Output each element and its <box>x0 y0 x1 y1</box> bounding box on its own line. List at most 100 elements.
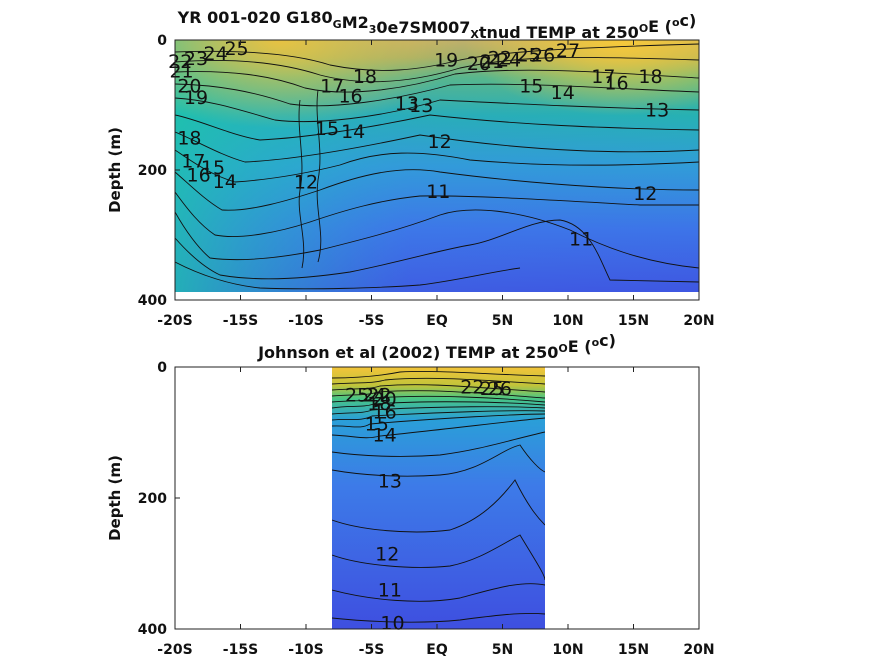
contour-label: 19 <box>184 87 208 109</box>
panel-bottom-title: Johnson et al (2002) TEMP at 250OE (oc) <box>257 331 616 362</box>
contour-label: 19 <box>434 50 458 72</box>
title-part: o <box>592 336 600 349</box>
panel-bottom-y-label: Depth (m) <box>106 455 124 541</box>
title-part: E ( <box>568 337 592 356</box>
contour-label: 13 <box>409 95 433 117</box>
panel-top-title: YR 001-020 G180GM230e7SM007Xtnud TEMP at… <box>177 8 697 42</box>
panel-top-x-ticks: -20S -15S -10S -5S EQ 5N 10N 15N 20N <box>157 40 715 329</box>
contour-label: 17 <box>591 66 615 88</box>
x-tick-label: -20S <box>157 642 192 656</box>
contour-label: 20 <box>373 388 397 410</box>
y-tick-label: 200 <box>138 491 167 507</box>
contour-label: 23 <box>184 48 208 70</box>
panel-bottom-x-ticks: -20S -15S -10S -5S EQ 5N 10N 15N 20N <box>157 367 715 656</box>
x-tick-label: -10S <box>288 642 323 656</box>
title-part: X <box>470 28 479 41</box>
title-part: O <box>639 22 648 35</box>
contour-label: 12 <box>428 131 452 153</box>
contour-label: 14 <box>551 82 575 104</box>
contour-label: 24 <box>497 50 521 72</box>
contour-label: 27 <box>556 40 580 62</box>
contour-label: 18 <box>367 393 391 415</box>
contour-label: 16 <box>338 85 362 107</box>
x-tick-label: -5S <box>359 642 385 656</box>
y-tick-label: 400 <box>138 293 167 309</box>
x-tick-label: EQ <box>426 642 448 656</box>
title-part: 3 <box>369 23 377 36</box>
title-part: o <box>672 16 680 29</box>
x-tick-label: 10N <box>552 642 583 656</box>
y-tick-label: 200 <box>138 163 167 179</box>
contour-label: 16 <box>604 72 628 94</box>
contour-label: 25 <box>517 44 541 66</box>
panel-bottom-contours <box>332 371 545 623</box>
panel-top-contours <box>175 43 699 290</box>
contour-label: 14 <box>341 121 365 143</box>
x-tick-label: -5S <box>359 313 385 329</box>
title-part: YR 001-020 G180 <box>177 8 333 27</box>
contour-label: 15 <box>201 157 225 179</box>
contour-label: 22 <box>488 48 512 70</box>
x-tick-label: -15S <box>223 642 258 656</box>
contour-label: 22 <box>168 51 192 73</box>
x-tick-label: 5N <box>492 313 513 329</box>
title-part: O <box>558 342 567 355</box>
contour-label: 24 <box>204 43 228 65</box>
contour-label: 21 <box>169 61 193 83</box>
contour-label: 17 <box>320 76 344 98</box>
contour-label: 13 <box>378 470 402 492</box>
title-part: 0e7SM007 <box>376 18 470 37</box>
contour-label: 17 <box>181 150 205 172</box>
title-part: M2 <box>342 13 369 32</box>
x-tick-label: 20N <box>683 313 714 329</box>
panel-top-y-ticks: 0 200 400 <box>138 33 180 309</box>
x-tick-label: 5N <box>492 642 513 656</box>
contour-label: 24 <box>362 385 386 407</box>
contour-label: 25 <box>480 378 504 400</box>
contour-label: 12 <box>633 183 657 205</box>
contour-label: 26 <box>488 378 512 400</box>
panel-top-field <box>175 40 699 292</box>
x-tick-label: 20N <box>683 642 714 656</box>
panel-top: YR 001-020 G180GM230e7SM007Xtnud TEMP at… <box>106 8 715 329</box>
y-tick-label: 0 <box>157 33 167 49</box>
contour-label: 21 <box>480 51 504 73</box>
contour-label: 11 <box>426 181 450 203</box>
contour-label: 10 <box>380 612 404 634</box>
title-part: c) <box>599 331 616 350</box>
contour-label: 11 <box>569 228 593 250</box>
x-tick-label: -10S <box>288 313 323 329</box>
contour-label: 20 <box>467 53 491 75</box>
contour-label: 16 <box>186 165 210 187</box>
contour-label: 26 <box>531 44 555 66</box>
title-part: G <box>333 18 342 31</box>
contour-label: 18 <box>177 128 201 150</box>
contour-label: 15 <box>365 413 389 435</box>
contour-label: 18 <box>353 66 377 88</box>
panel-bottom-y-ticks: 0 200 400 <box>138 360 180 638</box>
contour-label: 14 <box>373 424 397 446</box>
contour-label: 25 <box>345 385 369 407</box>
contour-label: 13 <box>395 93 419 115</box>
contour-label: 16 <box>373 402 397 424</box>
x-tick-label: 15N <box>618 313 649 329</box>
contour-label: 22 <box>460 377 484 399</box>
contour-label: 15 <box>519 76 543 98</box>
title-part: tnud TEMP at 250 <box>479 23 639 42</box>
title-part: c) <box>680 11 697 30</box>
panel-bottom: Johnson et al (2002) TEMP at 250OE (oc) … <box>106 331 715 656</box>
x-tick-label: EQ <box>426 313 448 329</box>
y-tick-label: 0 <box>157 360 167 376</box>
title-part: E ( <box>648 17 672 36</box>
contour-label: 12 <box>375 544 399 566</box>
contour-label: 25 <box>224 38 248 60</box>
contour-label: 22 <box>367 385 391 407</box>
x-tick-label: 15N <box>618 642 649 656</box>
panel-top-y-label: Depth (m) <box>106 127 124 213</box>
contour-label: 20 <box>177 76 201 98</box>
contour-label: 15 <box>315 118 339 140</box>
x-tick-label: -15S <box>223 313 258 329</box>
